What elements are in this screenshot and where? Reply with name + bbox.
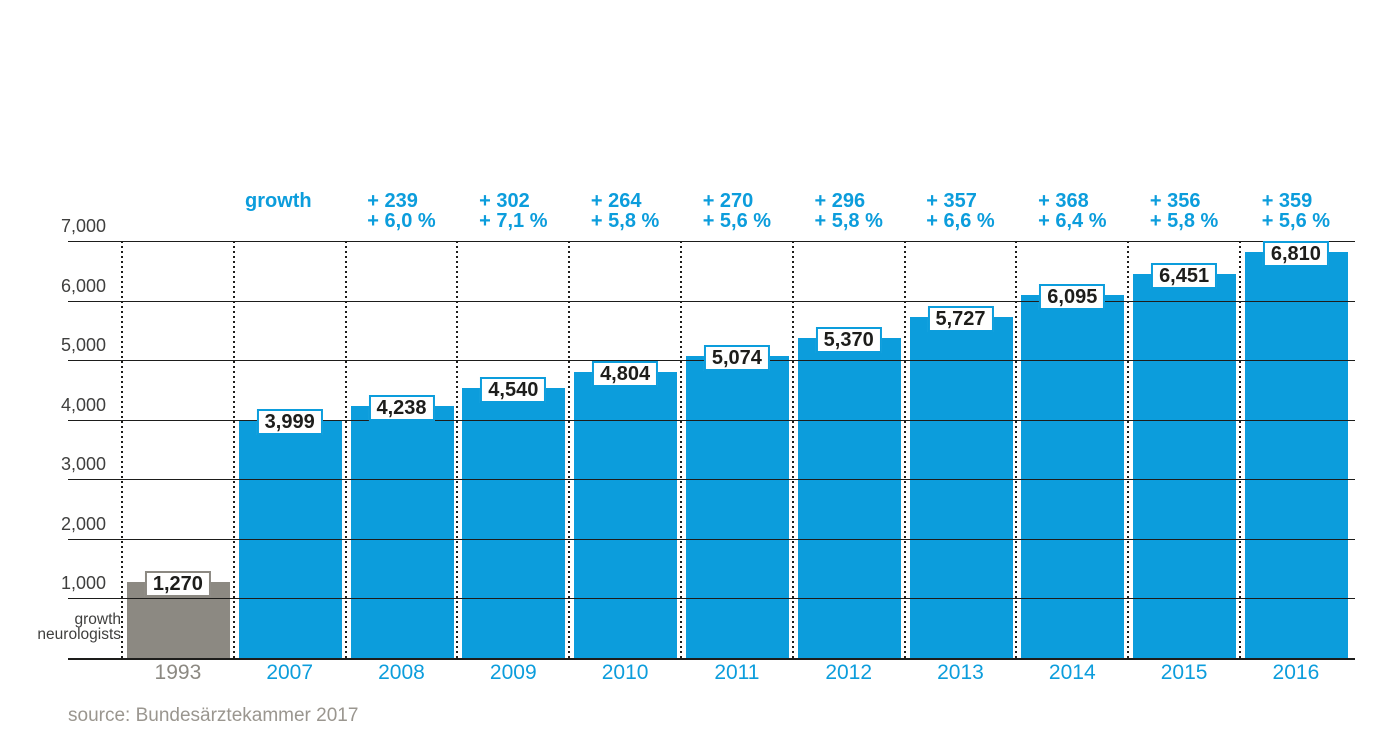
growth-percent: + 5,8 % xyxy=(814,209,883,232)
value-badge-2007: 3,999 xyxy=(256,408,323,435)
bar-2014 xyxy=(1021,294,1125,659)
y-tick-label: 3,000 xyxy=(60,454,106,475)
year-label-2009: 2009 xyxy=(489,661,537,684)
bar-2013 xyxy=(909,316,1013,659)
value-badge-2012: 5,370 xyxy=(815,327,882,354)
growth-absolute: + 264 xyxy=(590,190,642,212)
growth-annotation-2015: + 356 + 5,8 % xyxy=(1149,190,1219,232)
growth-absolute: + 356 xyxy=(1149,190,1201,212)
column-separator xyxy=(1015,241,1018,658)
growth-percent: + 5,8 % xyxy=(1149,209,1219,232)
y-tick-label: 7,000 xyxy=(60,216,106,236)
value-badge-2015: 6,451 xyxy=(1151,262,1218,289)
growth-annotation-2008: + 239 + 6,0 % xyxy=(367,190,436,232)
growth-absolute: + 296 xyxy=(814,190,866,212)
growth-percent: + 6,0 % xyxy=(367,209,436,232)
bar-2015 xyxy=(1133,273,1237,659)
growth-annotation-2011: + 270 + 5,6 % xyxy=(702,190,772,232)
growth-annotation-2016: + 359 + 5,6 % xyxy=(1261,190,1331,232)
axis-caption-line1: growth xyxy=(74,611,121,628)
growth-absolute: + 359 xyxy=(1261,190,1313,212)
growth-absolute: + 239 xyxy=(367,190,418,212)
year-label-2011: 2011 xyxy=(714,661,760,684)
y-tick-label: 6,000 xyxy=(60,275,106,296)
bar-2016 xyxy=(1245,252,1348,659)
value-badge-2010: 4,804 xyxy=(592,360,659,387)
growth-annotation-2010: + 264 + 5,8 % xyxy=(590,190,660,232)
growth-percent: + 5,6 % xyxy=(702,209,772,232)
gridline xyxy=(68,479,1355,481)
axis-caption: growth neurologists xyxy=(0,611,121,643)
year-label-2010: 2010 xyxy=(601,661,649,684)
growth-column-header: growth xyxy=(245,190,312,212)
gridline xyxy=(68,419,1355,421)
growth-percent: + 5,8 % xyxy=(590,209,660,232)
growth-absolute: + 270 xyxy=(702,190,754,212)
column-separator xyxy=(1239,241,1241,658)
growth-annotation-2009: + 302 + 7,1 % xyxy=(479,190,548,232)
year-label-2015: 2015 xyxy=(1160,661,1208,684)
gridline xyxy=(68,538,1355,540)
gridline xyxy=(68,241,1355,242)
growth-annotation-2013: + 357 + 6,6 % xyxy=(926,190,995,232)
column-separator xyxy=(456,241,459,658)
growth-percent: + 6,4 % xyxy=(1038,209,1107,232)
value-badge-2013: 5,727 xyxy=(927,305,994,332)
bar-2008 xyxy=(350,405,454,659)
year-label-2014: 2014 xyxy=(1048,661,1096,684)
value-badge-2014: 6,095 xyxy=(1039,283,1106,310)
bar-2011 xyxy=(686,355,789,659)
year-label-2016: 2016 xyxy=(1272,661,1320,684)
column-separator xyxy=(344,241,347,658)
gridline xyxy=(68,598,1355,600)
column-separator xyxy=(1127,241,1130,658)
column-separator xyxy=(791,241,794,658)
year-label-2007: 2007 xyxy=(266,661,314,684)
growth-percent: + 6,6 % xyxy=(926,209,995,232)
growth-absolute: + 357 xyxy=(926,190,977,212)
y-tick-label: 5,000 xyxy=(60,335,106,356)
growth-absolute: + 302 xyxy=(479,190,530,212)
bar-2012 xyxy=(797,338,901,659)
growth-percent: + 7,1 % xyxy=(479,209,548,232)
year-label-2008: 2008 xyxy=(378,661,425,684)
y-tick-label: 4,000 xyxy=(60,394,106,415)
year-label-1993: 1993 xyxy=(154,661,202,684)
growth-percent: + 5,6 % xyxy=(1261,209,1331,232)
bar-2009 xyxy=(462,387,566,659)
y-tick-label: 1,000 xyxy=(60,573,106,594)
column-separator xyxy=(232,241,235,658)
value-badge-1993: 1,270 xyxy=(144,571,211,598)
growth-absolute: + 368 xyxy=(1038,190,1089,212)
x-axis-line xyxy=(68,658,1355,660)
column-separator xyxy=(121,241,123,658)
value-badge-2016: 6,810 xyxy=(1262,241,1329,268)
gridline xyxy=(68,300,1355,302)
value-badge-2011: 5,074 xyxy=(703,344,770,371)
axis-caption-line2: neurologists xyxy=(37,625,121,643)
y-tick-label: 2,000 xyxy=(60,513,106,534)
column-separator xyxy=(568,241,571,658)
bar-2010 xyxy=(574,371,678,659)
source-note: source: Bundesärztekammer 2017 xyxy=(68,705,359,726)
year-label-2012: 2012 xyxy=(825,661,873,684)
growth-annotation-2014: + 368 + 6,4 % xyxy=(1038,190,1107,232)
growth-annotation-2012: + 296 + 5,8 % xyxy=(814,190,883,232)
value-badge-2008: 4,238 xyxy=(368,394,435,421)
value-badge-2009: 4,540 xyxy=(480,376,547,403)
column-separator xyxy=(903,241,906,658)
column-separator xyxy=(680,241,682,658)
year-label-2013: 2013 xyxy=(937,661,984,684)
